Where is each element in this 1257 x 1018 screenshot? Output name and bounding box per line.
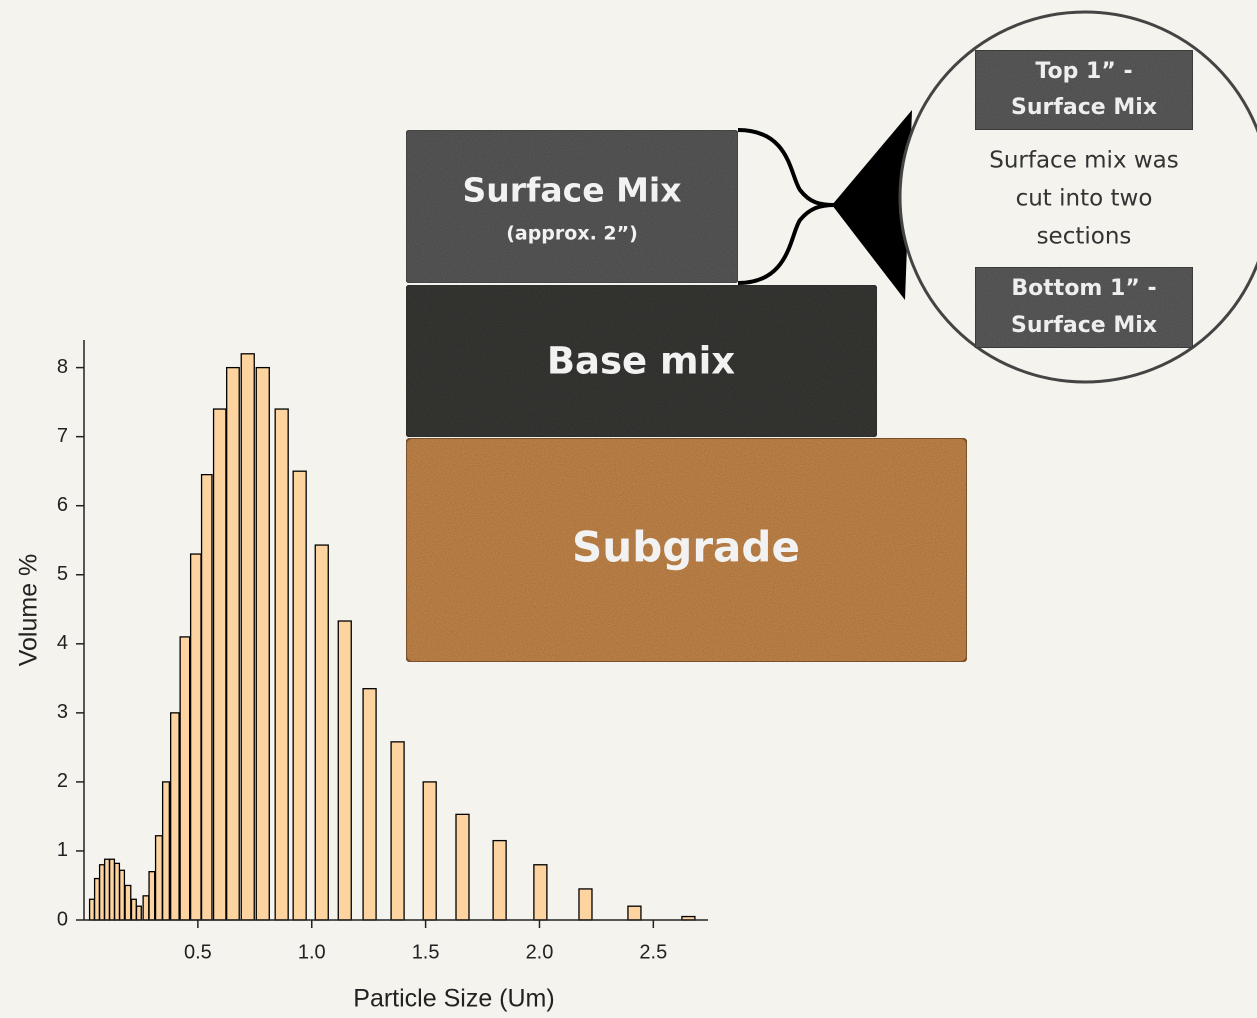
y-tick-label: 1 <box>57 839 68 861</box>
bar <box>212 408 227 921</box>
bar <box>578 888 593 921</box>
layer-label: Base mix <box>547 340 735 383</box>
callout-text: cut into two <box>1016 186 1153 212</box>
y-tick-label: 2 <box>57 770 68 792</box>
bar <box>455 813 470 921</box>
y-tick-label: 4 <box>57 632 68 654</box>
bar <box>292 470 307 921</box>
bar <box>161 781 170 921</box>
bar <box>200 473 213 921</box>
bottom-box <box>974 266 1194 349</box>
pointer <box>832 110 912 300</box>
bar <box>422 781 437 921</box>
bar <box>119 869 126 921</box>
bar <box>255 366 270 921</box>
bar <box>108 858 116 921</box>
layer-note: (approx. 2”) <box>506 223 638 245</box>
y-axis-title: Volume % <box>15 554 43 667</box>
bar <box>362 688 377 921</box>
bar <box>390 741 405 921</box>
bar <box>169 712 180 921</box>
bar <box>179 636 191 921</box>
layer-label: Subgrade <box>572 523 800 572</box>
x-tick-label: 0.5 <box>184 941 212 963</box>
bar <box>98 864 106 921</box>
bar <box>113 862 121 921</box>
y-tick-label: 5 <box>57 563 68 585</box>
x-tick-label: 2.5 <box>639 941 667 963</box>
bar <box>492 839 507 921</box>
y-tick-label: 3 <box>57 701 68 723</box>
box-text: Top 1” - <box>1035 59 1132 84</box>
bar <box>189 553 202 921</box>
bar <box>103 858 111 921</box>
diagram: Surface Mix (approx. 2”) Base mix Subgra… <box>405 10 1257 663</box>
top-box <box>974 49 1194 131</box>
box-text: Bottom 1” - <box>1011 276 1156 301</box>
x-tick-label: 2.0 <box>526 941 554 963</box>
chart: Volume % Particle Size (Um) 0 1 2 3 4 5 6 7 8 0.5… <box>15 340 708 1013</box>
x-axis-title: Particle Size (Um) <box>353 985 554 1013</box>
callout-text: sections <box>1037 224 1132 250</box>
box-text: Surface Mix <box>1011 313 1157 338</box>
bar <box>88 898 96 921</box>
bar <box>93 877 101 921</box>
brace <box>737 128 836 285</box>
x-tick-label: 1.0 <box>298 941 326 963</box>
box-text: Surface Mix <box>1011 95 1157 120</box>
bar <box>135 905 142 921</box>
y-tick-label: 0 <box>57 908 68 930</box>
bar <box>124 884 132 921</box>
bar <box>154 835 163 921</box>
layer-label: Surface Mix <box>462 171 681 210</box>
surface-layer <box>405 129 739 284</box>
bar <box>148 871 156 921</box>
bar <box>142 895 150 921</box>
x-tick-label: 1.5 <box>412 941 440 963</box>
bar <box>274 408 289 921</box>
y-tick-label: 7 <box>57 425 68 447</box>
bar <box>226 366 240 921</box>
callout-text: Surface mix was <box>989 148 1179 174</box>
bar <box>130 898 137 921</box>
bar <box>533 864 548 921</box>
y-tick-label: 8 <box>57 356 68 378</box>
bar <box>337 620 352 921</box>
subgrade-layer <box>405 437 968 663</box>
bar <box>627 905 642 921</box>
bar <box>314 544 329 921</box>
y-tick-label: 6 <box>57 494 68 516</box>
bar <box>240 353 255 921</box>
